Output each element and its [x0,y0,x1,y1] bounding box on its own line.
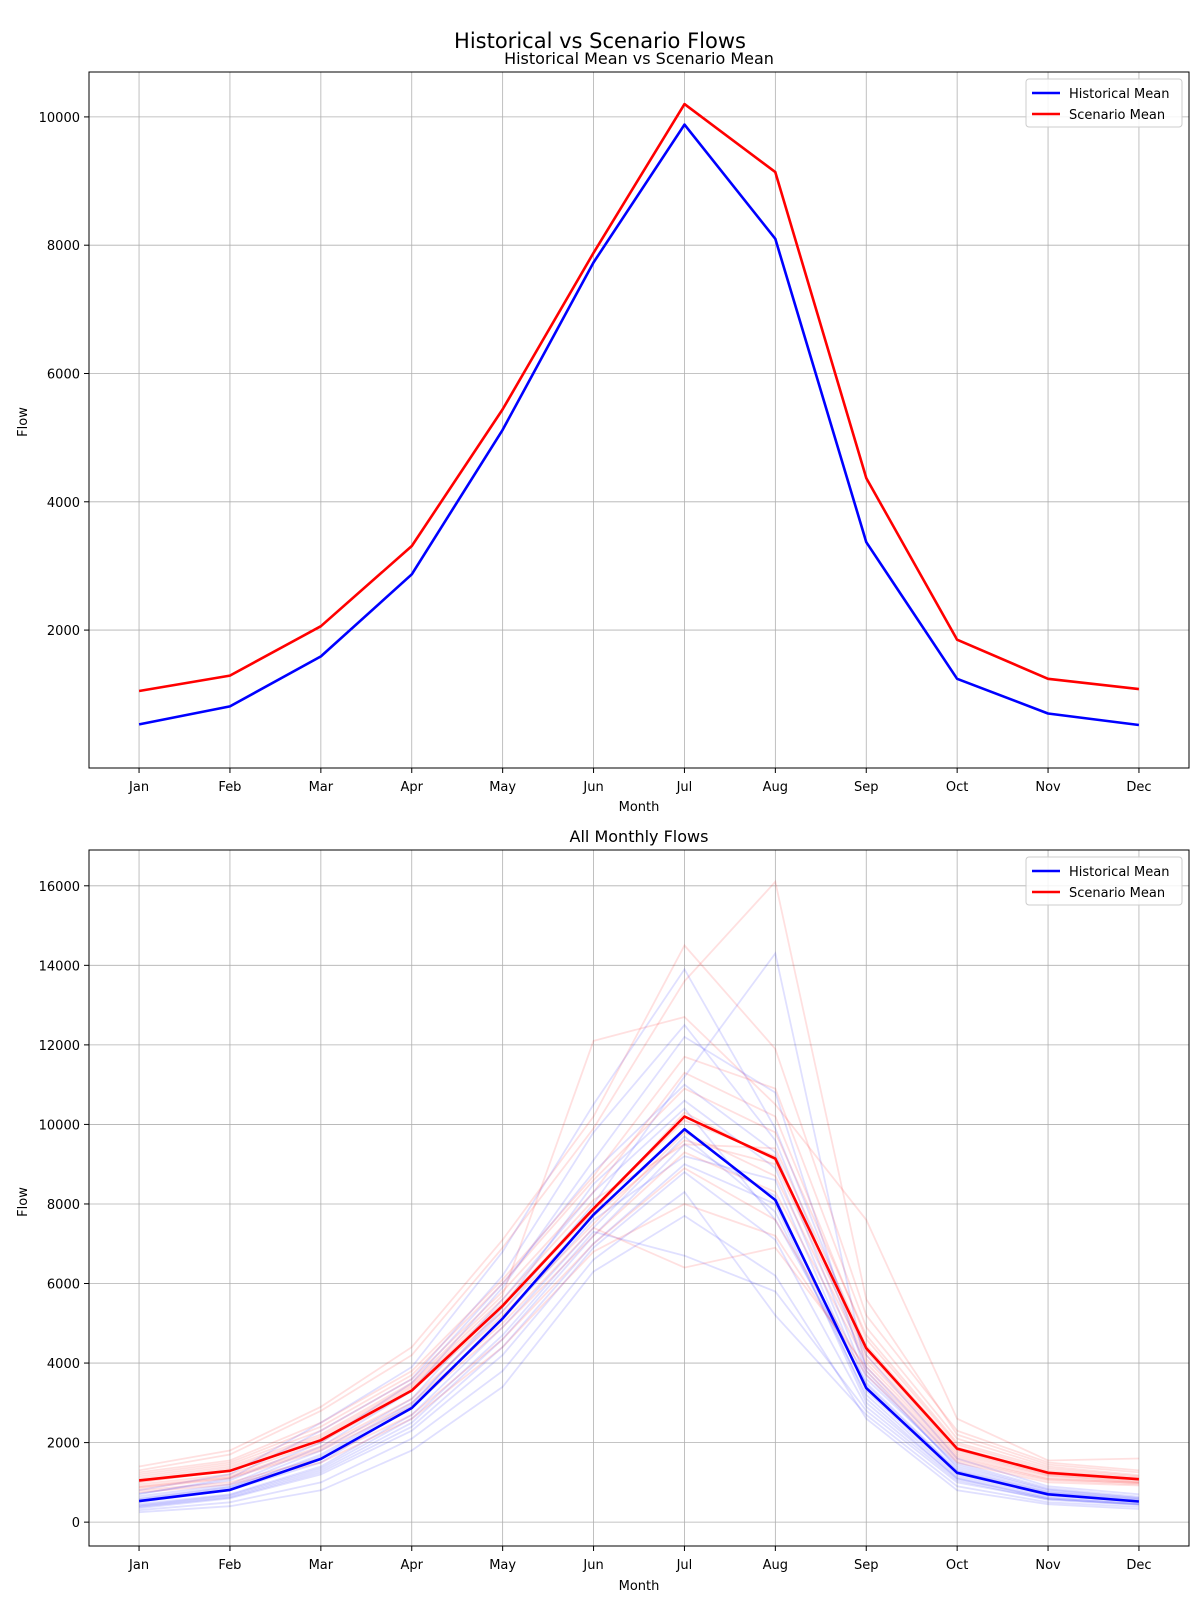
historical-trace [138,1083,1139,1499]
y-tick-label: 16000 [39,880,80,895]
x-tick-label: Feb [218,1558,241,1573]
scenario-trace [139,1167,1139,1492]
x-tick-label: Sep [854,1558,879,1573]
y-tick-label: 2000 [47,624,80,639]
legend-label: Scenario Mean [1069,108,1165,123]
bottom-chart-traces [138,879,1139,1514]
y-tick-label: 6000 [47,1278,80,1293]
historical-trace [139,1214,1139,1514]
bottom-chart-grid [89,850,1189,1546]
historical-mean-line [138,123,1140,727]
x-tick-label: Apr [401,1558,424,1573]
top-chart-legend: Historical Mean Scenario Mean [1025,78,1183,128]
y-tick-label: 2000 [47,1437,80,1452]
y-tick-label: 12000 [39,1039,80,1054]
x-tick-label: Apr [401,780,424,795]
bottom-chart-frame [88,849,1190,1547]
y-tick-label: 10000 [39,111,80,126]
scenario-trace [138,1055,1139,1477]
x-tick-label: Nov [1035,1558,1061,1573]
y-tick-label: 10000 [39,1118,80,1133]
historical-trace [138,1099,1139,1502]
scenario-trace [139,1203,1139,1494]
x-tick-label: Jul [676,780,693,795]
bottom-chart-xlabel: Month [619,1579,660,1594]
historical-trace [138,967,1139,1496]
y-tick-label: 4000 [47,496,80,511]
legend-label: Scenario Mean [1069,886,1165,901]
legend-box [1025,856,1183,906]
x-tick-label: Jan [128,780,149,795]
top-chart-grid [89,72,1189,768]
y-tick-label: 8000 [47,1198,80,1213]
x-tick-label: Jan [128,1558,149,1573]
historical-mean-line [138,1127,1140,1503]
historical-trace [138,1107,1139,1501]
x-tick-label: Aug [763,780,788,795]
scenario-mean-line [138,102,1140,693]
scenario-trace [139,1226,1139,1488]
top-chart-ylabel: Flow [16,407,31,437]
y-tick-label: 8000 [47,239,80,254]
historical-trace [139,1190,1139,1512]
x-tick-label: Mar [309,780,334,795]
scenario-trace [138,879,1139,1474]
figure-suptitle: Historical vs Scenario Flows [454,29,746,53]
scenario-trace [138,1119,1139,1484]
historical-trace [138,951,1139,1502]
x-tick-label: Jun [582,1558,603,1573]
bottom-chart-legend: Historical Mean Scenario Mean [1025,856,1183,906]
x-tick-label: May [489,1558,516,1573]
x-tick-label: Oct [946,780,968,795]
scenario-trace [139,1131,1139,1488]
x-tick-label: Dec [1126,780,1151,795]
scenario-mean-line [138,1115,1139,1482]
x-tick-label: Nov [1035,780,1061,795]
legend-box [1025,78,1183,128]
top-chart: Historical Mean vs Scenario Mean Month F… [16,49,1190,815]
historical-trace [138,1035,1139,1500]
x-tick-label: Oct [946,1558,968,1573]
x-tick-label: Feb [218,780,241,795]
top-chart-frame [88,71,1190,769]
historical-trace [138,1155,1139,1504]
scenario-trace [138,1016,1139,1480]
x-tick-label: May [489,780,516,795]
historical-trace [139,1143,1139,1508]
bottom-chart-title: All Monthly Flows [570,827,709,846]
historical-trace [139,1170,1139,1510]
x-tick-label: Jun [582,780,603,795]
historical-trace [139,1163,1139,1508]
top-chart-title: Historical Mean vs Scenario Mean [504,49,774,68]
y-tick-label: 14000 [39,959,80,974]
x-tick-label: Mar [309,1558,334,1573]
legend-label: Historical Mean [1069,87,1169,102]
historical-trace [138,1023,1139,1498]
y-tick-label: 6000 [47,367,80,382]
legend-label: Historical Mean [1069,865,1169,880]
scenario-trace [139,1139,1139,1486]
historical-trace [138,1230,1139,1507]
y-tick-label: 4000 [47,1357,80,1372]
x-tick-label: Dec [1126,1558,1151,1573]
x-tick-label: Sep [854,780,879,795]
scenario-trace [139,1151,1139,1490]
x-tick-label: Jul [676,1558,693,1573]
scenario-trace [138,943,1139,1472]
scenario-trace [138,1087,1139,1478]
top-chart-xlabel: Month [619,800,660,815]
y-tick-label: 0 [72,1516,80,1531]
x-tick-label: Aug [763,1558,788,1573]
bottom-chart-ylabel: Flow [16,1187,31,1217]
scenario-trace [138,1071,1139,1479]
bottom-chart: All Monthly Flows Month Flow Jan Feb Mar Ap… [16,827,1190,1594]
historical-trace [139,1135,1139,1506]
